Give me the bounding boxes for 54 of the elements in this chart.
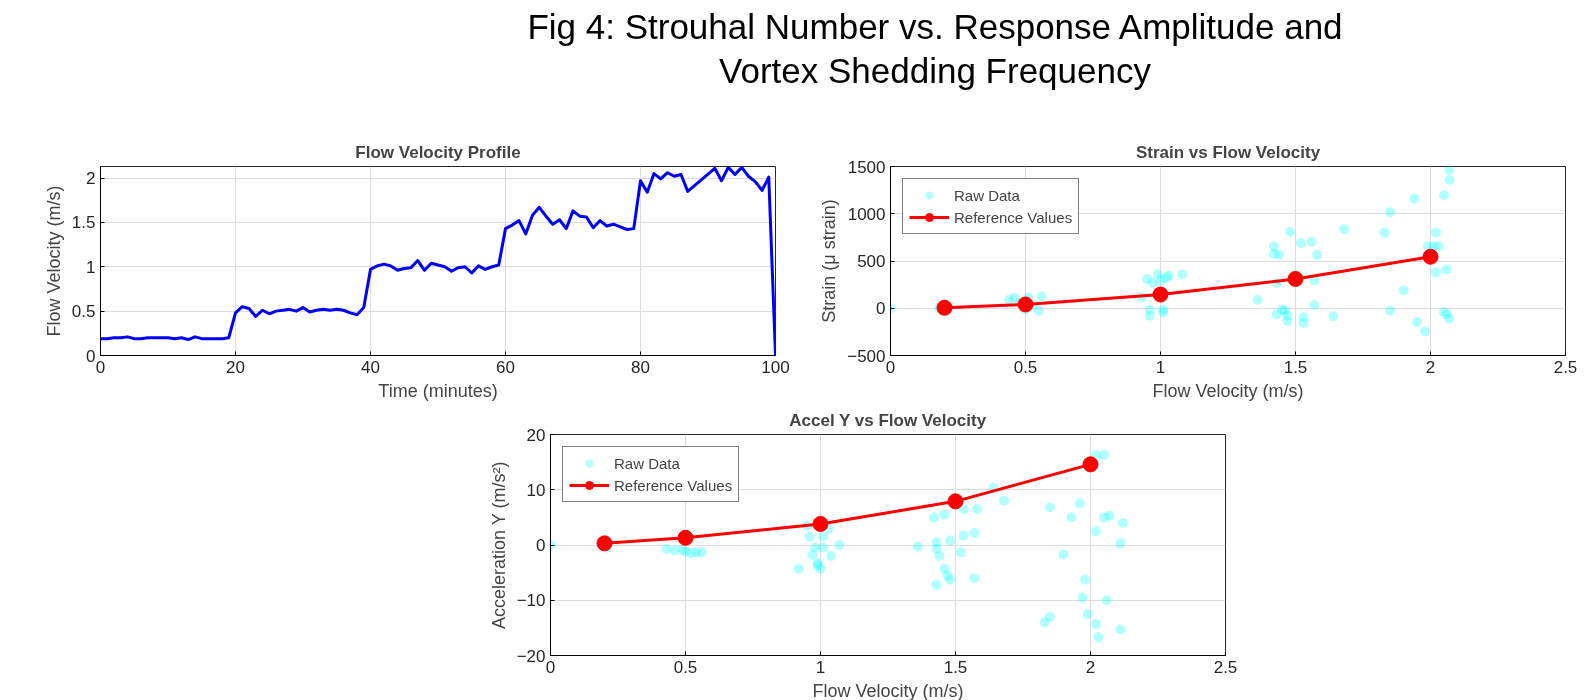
y-tick-label: 20 bbox=[526, 425, 546, 445]
x-tick-label: 1 bbox=[1155, 357, 1166, 377]
y-axis-title: Flow Velocity (m/s) bbox=[43, 185, 64, 337]
x-tick-label: 60 bbox=[496, 357, 515, 377]
point bbox=[1082, 456, 1099, 473]
x-tick-label: 20 bbox=[226, 357, 245, 377]
point bbox=[1287, 270, 1304, 287]
x-tick-label: 2.5 bbox=[1553, 357, 1578, 377]
y-axis-title: Strain (μ strain) bbox=[819, 199, 840, 323]
y-tick-label: 10 bbox=[526, 480, 546, 500]
chart-title: Accel Y vs Flow Velocity bbox=[789, 410, 987, 430]
x-tick-label: 2 bbox=[1425, 357, 1436, 377]
y-axis-title: Acceleration Y (m/s²) bbox=[488, 461, 509, 630]
y-tick-label: 0 bbox=[536, 536, 546, 555]
x-tick-label: 1 bbox=[815, 657, 826, 677]
y-tick-label: 0.5 bbox=[71, 302, 96, 322]
y-tick-label: 500 bbox=[857, 252, 886, 271]
x-tick-label: 2.5 bbox=[1213, 657, 1238, 677]
x-axis-title: Time (minutes) bbox=[378, 380, 498, 401]
x-axis-title: Flow Velocity (m/s) bbox=[812, 680, 964, 700]
legend-label: Raw Data bbox=[614, 454, 680, 472]
point bbox=[1422, 248, 1439, 265]
y-tick-label: 0 bbox=[876, 299, 886, 319]
y-tick-label: −500 bbox=[847, 346, 886, 366]
x-tick-label: 2 bbox=[1085, 657, 1096, 677]
point bbox=[812, 516, 829, 532]
legend-label: Raw Data bbox=[954, 186, 1020, 204]
x-tick-label: 0.5 bbox=[673, 657, 698, 677]
x-tick-label: 100 bbox=[761, 357, 790, 377]
y-tick-label: 2 bbox=[86, 169, 96, 189]
y-tick-label: 1 bbox=[86, 257, 96, 277]
legend-label: Reference Values bbox=[954, 208, 1073, 226]
point bbox=[677, 529, 694, 546]
y-tick-label: −20 bbox=[516, 646, 546, 666]
chart-title: Flow Velocity Profile bbox=[355, 142, 521, 162]
point bbox=[1017, 296, 1034, 313]
x-tick-label: 1.5 bbox=[1283, 357, 1308, 377]
chart-title: Strain vs Flow Velocity bbox=[1135, 142, 1321, 162]
text: Fig 4: Strouhal Number vs. Response Amplitude and Vortex Shedding Frequency bbox=[526, 6, 1344, 92]
y-tick-label: 1500 bbox=[847, 157, 886, 177]
x-tick-label: 0.5 bbox=[1013, 357, 1038, 377]
x-tick-label: 80 bbox=[631, 357, 650, 377]
y-tick-label: 1000 bbox=[847, 204, 886, 224]
x-tick-label: 40 bbox=[361, 357, 380, 377]
legend-label: Reference Values bbox=[614, 476, 733, 494]
point bbox=[596, 535, 613, 552]
point bbox=[936, 299, 953, 316]
point bbox=[1152, 286, 1169, 303]
x-axis-title: Flow Velocity (m/s) bbox=[1152, 380, 1304, 401]
x-tick-label: 1.5 bbox=[943, 657, 968, 677]
point bbox=[947, 493, 964, 510]
y-tick-label: 1.5 bbox=[71, 213, 96, 233]
y-tick-label: −10 bbox=[516, 591, 546, 611]
line-series bbox=[100, 166, 776, 356]
